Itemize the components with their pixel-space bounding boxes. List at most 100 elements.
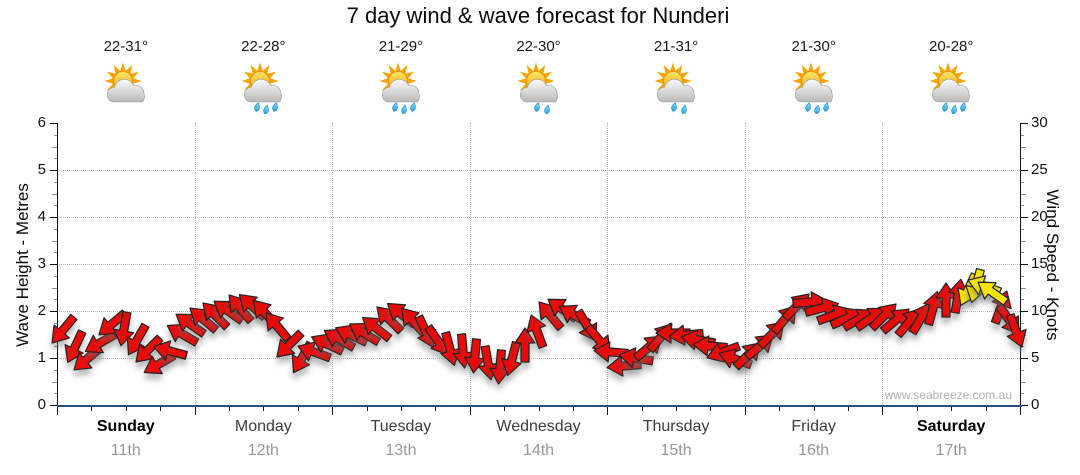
v-gridline [744, 123, 746, 405]
day-name-label: Friday [791, 418, 836, 435]
right-axis-line [1020, 123, 1021, 405]
v-gridline [194, 123, 196, 405]
left-axis-tick [50, 123, 57, 124]
right-axis-tick [1021, 181, 1024, 183]
wind-arrow [507, 327, 543, 363]
x-axis-tick [572, 407, 574, 411]
wind-arrow [309, 333, 345, 356]
wind-arrow [346, 322, 382, 346]
x-axis-tick [916, 407, 918, 411]
v-gridline [469, 123, 471, 405]
day-name-label: Saturday [916, 418, 986, 435]
wind-arrow [593, 341, 630, 363]
right-axis-tick [1021, 393, 1024, 395]
wind-arrow [358, 316, 394, 343]
x-axis-tick [366, 407, 368, 411]
day-date-label: 12th [247, 442, 279, 459]
day-temp-label: 21-29° [378, 38, 424, 55]
wind-arrow [119, 322, 155, 356]
right-axis-tick [1021, 346, 1024, 348]
day-date-label: 13th [385, 442, 417, 459]
right-axis-tick [1021, 228, 1024, 230]
wind-arrow [482, 349, 518, 385]
sun-cloud-rain3-icon [234, 62, 292, 115]
h-gridline [57, 311, 1020, 312]
day-name-label: Tuesday [370, 418, 432, 435]
right-axis-tick [1021, 193, 1026, 195]
x-axis-tick [297, 407, 299, 411]
x-axis-tick [400, 407, 402, 411]
left-axis-line [57, 123, 58, 405]
day-name-label: Monday [234, 418, 292, 435]
right-axis-tick-label: 5 [1031, 349, 1040, 366]
x-axis-tick [676, 407, 678, 411]
left-axis-tick [54, 275, 57, 277]
left-axis-tick [50, 264, 57, 265]
x-axis-tick [435, 407, 437, 411]
x-axis-tick [710, 407, 712, 411]
x-axis-tick [504, 407, 506, 411]
right-axis-tick [1021, 381, 1026, 383]
right-axis-tick [1021, 264, 1028, 265]
x-axis-tick [882, 407, 884, 415]
day-name-label: Sunday [96, 418, 155, 435]
right-axis-tick [1021, 123, 1028, 124]
sun-cloud-rain3-icon [922, 62, 980, 115]
left-axis-tick [54, 181, 57, 183]
left-axis-tick-label: 1 [37, 349, 46, 366]
right-axis-tick-label: 20 [1031, 208, 1048, 225]
wind-arrow [185, 306, 221, 334]
wind-arrow [296, 341, 333, 363]
right-axis-tick-label: 10 [1031, 302, 1048, 319]
wind-arrow [915, 291, 951, 327]
left-axis-tick [54, 393, 57, 395]
right-axis-tick [1021, 322, 1024, 324]
wind-arrow [271, 329, 307, 358]
left-axis-tick-label: 5 [37, 161, 46, 178]
left-axis-tick-label: 0 [37, 396, 46, 413]
wind-arrow [164, 323, 200, 347]
wind-arrow [197, 302, 233, 331]
right-axis-tick [1021, 358, 1028, 359]
left-axis-tick-label: 3 [37, 255, 46, 272]
wind-arrow [371, 305, 407, 334]
wind-arrow [152, 340, 188, 362]
day-header-row: 22-31° 22-28° 21-29° 22-30° 21-31° 21-30° 20-2… [0, 0, 1080, 125]
day-temp-label: 22-28° [241, 38, 286, 55]
wind-arrow [45, 313, 81, 344]
wind-arrow [532, 301, 568, 331]
right-axis-title: Wind Speed - Knots [1043, 189, 1062, 341]
x-axis-tick [813, 407, 815, 411]
x-axis-tick [1020, 407, 1021, 415]
wind-arrow [106, 310, 142, 347]
v-gridline [882, 123, 884, 405]
left-axis-tick [52, 240, 57, 242]
right-axis-tick [1021, 170, 1028, 171]
x-axis-tick [951, 407, 953, 411]
sun-cloud-icon [97, 62, 155, 114]
left-axis-tick [54, 158, 57, 160]
right-axis-tick [1021, 205, 1024, 207]
right-axis-tick [1021, 240, 1026, 242]
x-axis-tick [744, 407, 746, 415]
day-date-label: 11th [110, 442, 141, 459]
wind-arrow [420, 324, 456, 356]
day-temp-label: 20-28° [929, 38, 974, 55]
wind-arrow [259, 312, 295, 343]
wind-arrow [998, 312, 1034, 348]
right-axis-tick-label: 15 [1031, 255, 1048, 272]
x-axis-tick [125, 407, 127, 411]
right-axis-tick [1021, 405, 1028, 406]
wind-arrow [457, 338, 493, 374]
h-gridline [57, 170, 1020, 171]
right-axis-tick-label: 25 [1031, 161, 1048, 178]
sun-cloud-rain3-icon [785, 62, 843, 115]
day-date-label: 14th [522, 442, 555, 459]
left-axis-tick [50, 170, 57, 171]
x-axis-tick [194, 407, 196, 415]
left-axis-title: Wave Height - Metres [13, 183, 32, 347]
left-axis-tick [50, 405, 57, 406]
x-axis-tick [332, 407, 334, 415]
left-axis-tick [50, 311, 57, 312]
